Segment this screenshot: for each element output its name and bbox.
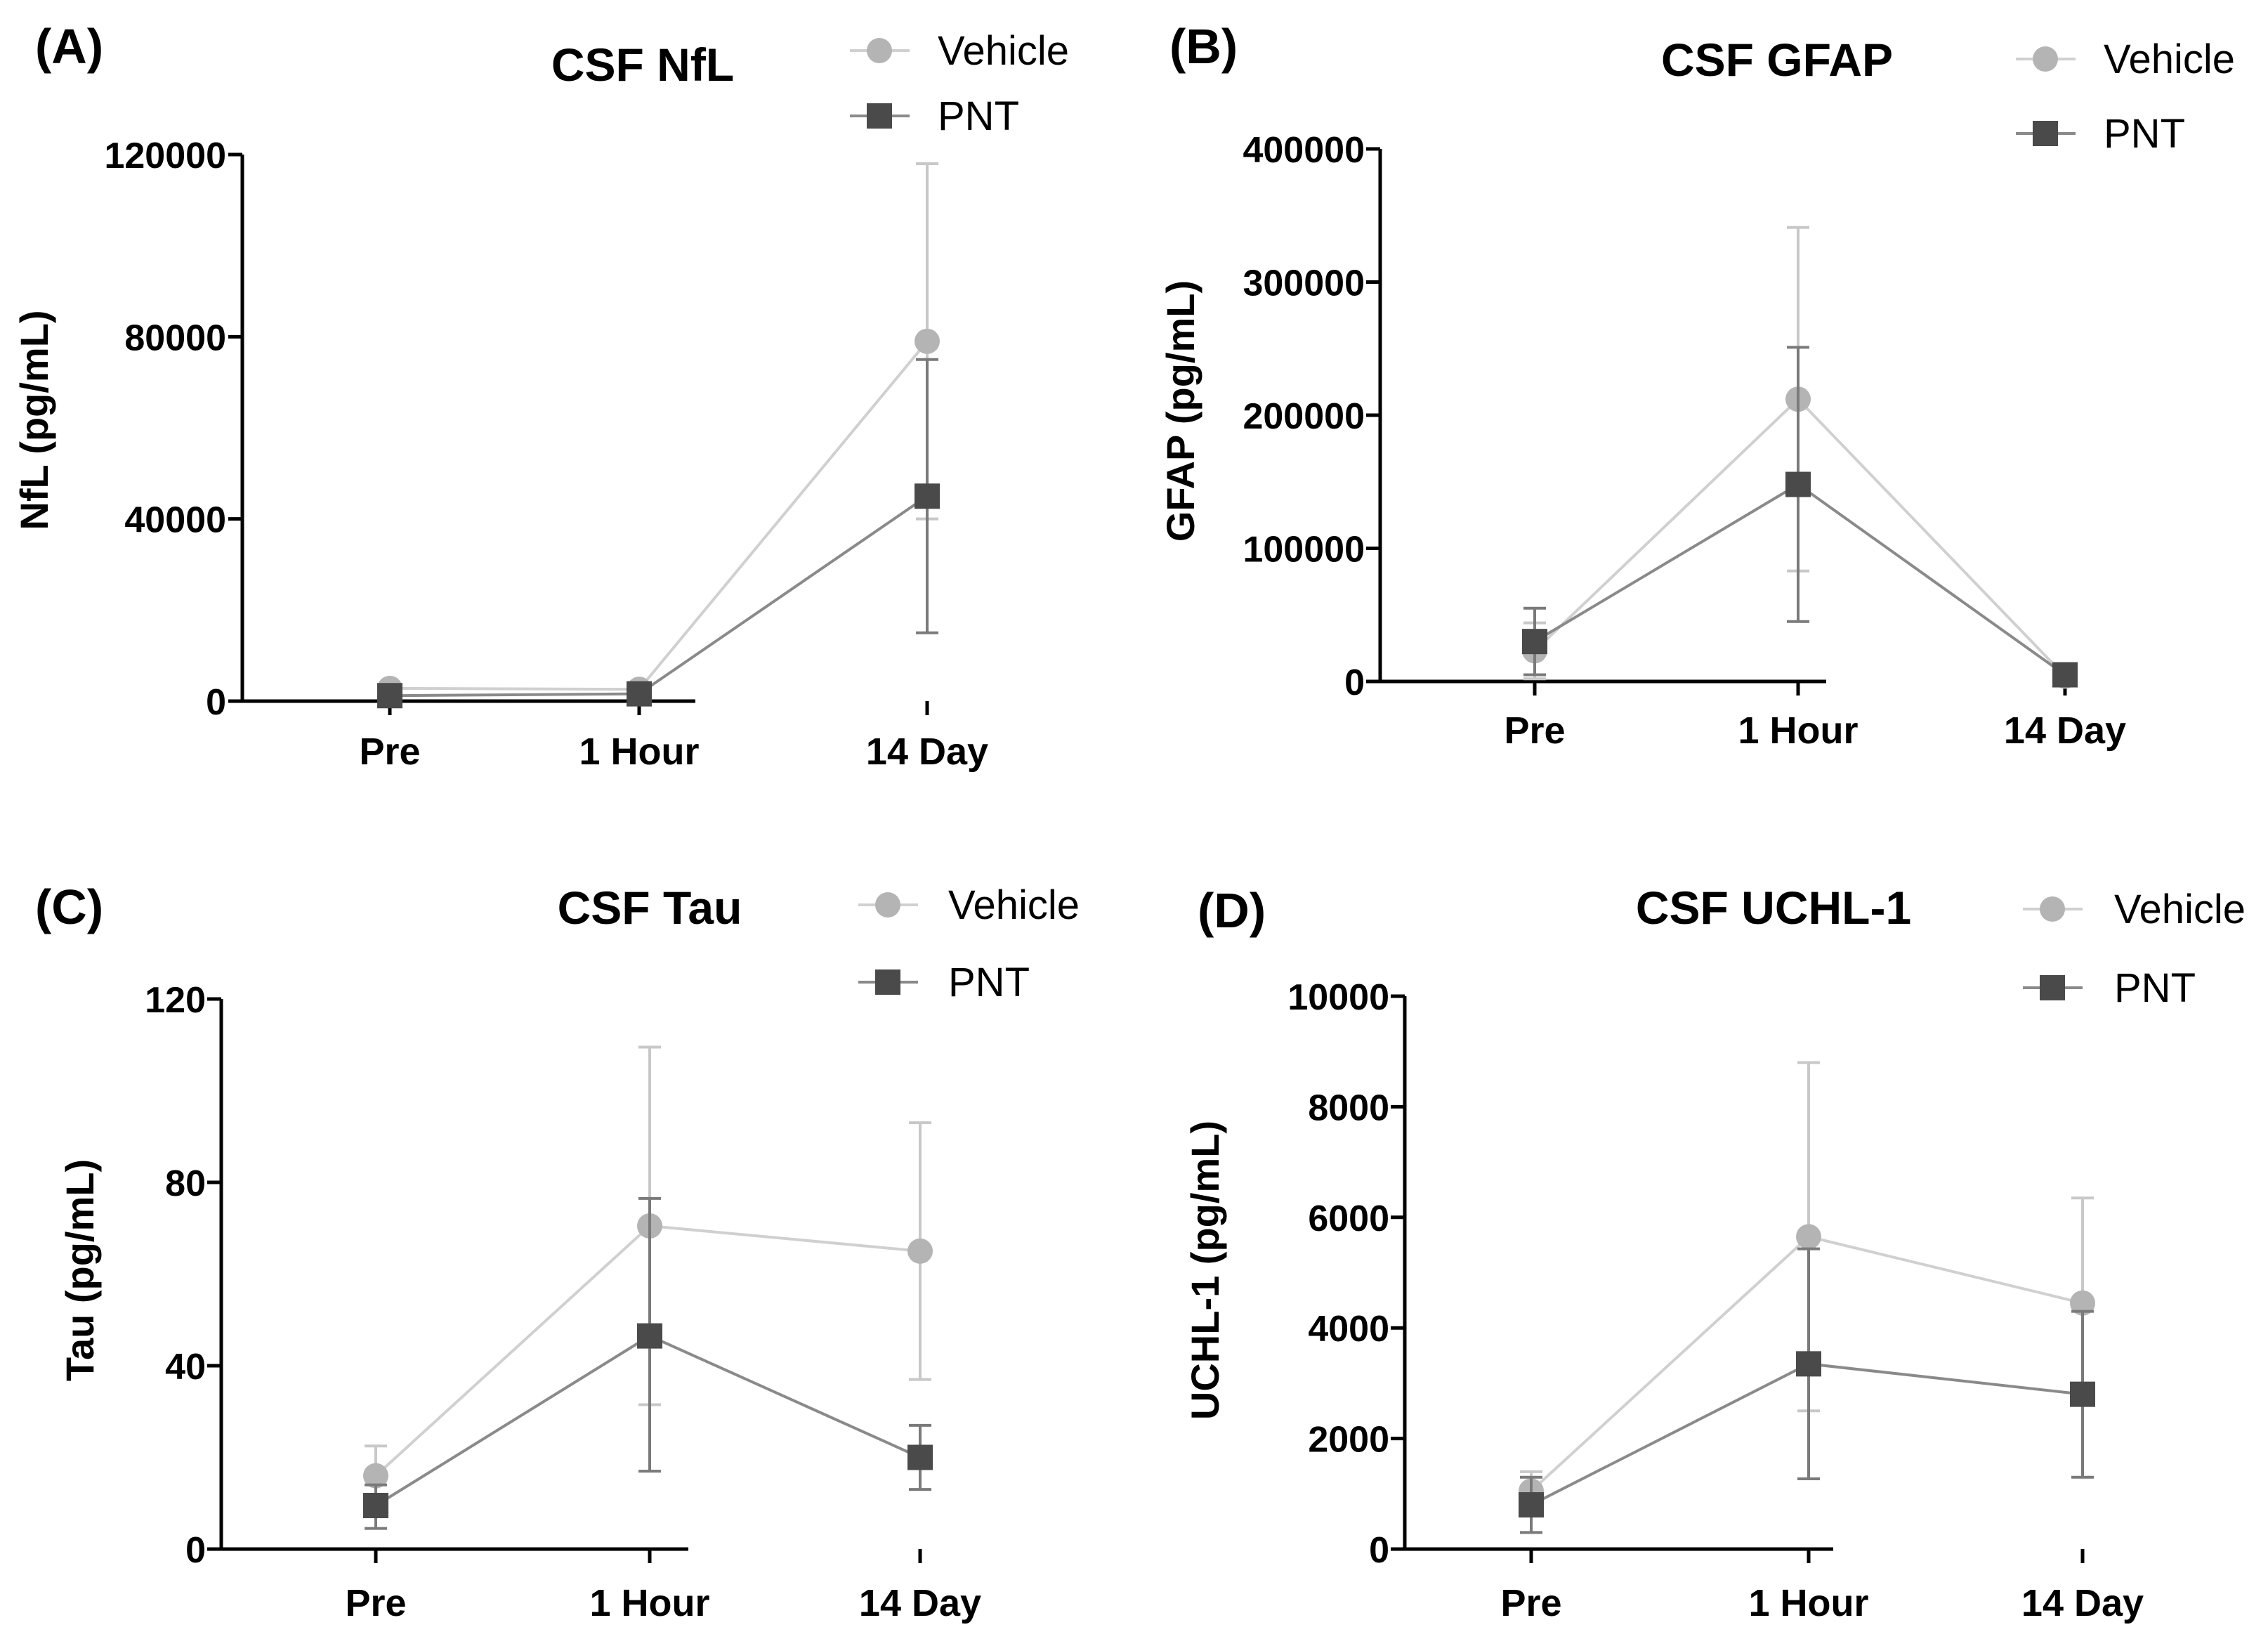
y-axis-label: Tau (pg/mL) <box>58 1159 102 1381</box>
y-tick-label: 2000 <box>1308 1420 1389 1461</box>
y-tick-label: 6000 <box>1308 1199 1389 1239</box>
data-point-pnt <box>627 681 652 707</box>
legend-label-vehicle: Vehicle <box>948 882 1080 928</box>
y-tick-label: 0 <box>185 1530 206 1571</box>
legend-marker-vehicle <box>875 892 900 918</box>
data-point-pnt <box>1522 629 1547 655</box>
x-tick-label: Pre <box>359 731 420 773</box>
x-tick-label: 14 Day <box>2021 1582 2144 1624</box>
legend-label-pnt: PNT <box>948 960 1030 1005</box>
panel-a: (A) CSF NfL NfL (pg/mL) Vehicle PNT 0 400… <box>12 19 1069 773</box>
series-line-vehicle <box>1533 397 2066 677</box>
x-tick-label: Pre <box>345 1582 406 1624</box>
panel-label: (D) <box>1198 883 1266 938</box>
panel-c: (C) CSF Tau Tau (pg/mL) Vehicle PNT 0 40 8… <box>35 880 1080 1624</box>
x-tick-label: 1 Hour <box>1748 1582 1868 1624</box>
data-point-pnt <box>363 1493 388 1519</box>
y-tick-label: 300000 <box>1243 263 1365 304</box>
y-tick-label: 8000 <box>1308 1088 1389 1128</box>
data-point-pnt <box>1785 471 1811 497</box>
data-point-pnt <box>915 483 940 509</box>
x-tick-label: 1 Hour <box>1738 710 1858 752</box>
legend-marker-pnt <box>875 969 900 995</box>
y-tick-label: 0 <box>206 682 226 723</box>
legend-marker-vehicle <box>867 38 892 63</box>
legend-label-vehicle: Vehicle <box>938 28 1069 74</box>
y-tick-label: 4000 <box>1308 1309 1389 1350</box>
legend-label-pnt: PNT <box>2104 111 2185 157</box>
series-line-vehicle <box>389 340 929 691</box>
y-tick-label: 120 <box>145 980 206 1021</box>
series-line-vehicle <box>374 1224 921 1477</box>
series-line-pnt <box>374 1334 921 1507</box>
legend-label-vehicle: Vehicle <box>2104 37 2235 82</box>
legend: Vehicle PNT <box>850 28 1069 139</box>
legend-marker-pnt <box>2040 975 2065 1000</box>
chart-title: CSF NfL <box>551 39 734 91</box>
legend-marker-pnt <box>2033 121 2058 146</box>
y-tick-label: 400000 <box>1243 130 1365 171</box>
y-axis-label: GFAP (pg/mL) <box>1158 280 1202 542</box>
chart-title: CSF UCHL-1 <box>1636 882 1911 934</box>
y-tick-label: 40 <box>165 1347 206 1387</box>
data-point-pnt <box>2070 1381 2095 1407</box>
legend: Vehicle PNT <box>2016 37 2235 157</box>
data-point-pnt <box>1796 1351 1821 1377</box>
y-tick-label: 80000 <box>124 318 226 358</box>
x-tick-label: Pre <box>1500 1582 1561 1624</box>
legend-label-pnt: PNT <box>938 93 1019 139</box>
panel-label: (B) <box>1169 19 1238 74</box>
legend-label-vehicle: Vehicle <box>2114 887 2246 932</box>
y-tick-label: 80 <box>165 1163 206 1204</box>
legend: Vehicle PNT <box>2023 887 2246 1011</box>
y-tick-label: 10000 <box>1287 977 1389 1018</box>
legend-marker-pnt <box>867 103 892 129</box>
legend: Vehicle PNT <box>858 882 1080 1005</box>
x-tick-label: Pre <box>1504 710 1565 752</box>
x-tick-label: 14 Day <box>866 731 988 773</box>
data-point-pnt <box>2052 662 2078 688</box>
panel-label: (C) <box>35 880 103 934</box>
x-tick-label: 1 Hour <box>579 731 699 773</box>
data-point-pnt <box>907 1444 933 1470</box>
legend-label-pnt: PNT <box>2114 965 2196 1011</box>
series-line-pnt <box>1533 483 2066 677</box>
x-tick-label: 14 Day <box>2004 710 2126 752</box>
y-tick-label: 100000 <box>1243 530 1365 570</box>
y-tick-label: 0 <box>1369 1530 1389 1571</box>
y-tick-label: 0 <box>1344 662 1365 703</box>
data-point-vehicle <box>363 1463 388 1489</box>
data-point-vehicle <box>1796 1224 1821 1250</box>
data-point-vehicle <box>915 328 940 354</box>
y-axis-label: NfL (pg/mL) <box>12 310 56 530</box>
chart-title: CSF Tau <box>558 882 742 934</box>
y-tick-label: 40000 <box>124 500 226 541</box>
panel-d: (D) CSF UCHL-1 UCHL-1 (pg/mL) Vehicle PN… <box>1183 882 2246 1624</box>
data-point-pnt <box>1519 1492 1544 1518</box>
data-point-vehicle <box>907 1238 933 1264</box>
y-axis-label: UCHL-1 (pg/mL) <box>1183 1121 1227 1420</box>
series-line-pnt <box>1530 1362 2083 1506</box>
x-tick-label: 14 Day <box>859 1582 981 1624</box>
panel-label: (A) <box>35 19 103 74</box>
data-point-pnt <box>377 683 402 709</box>
chart-title: CSF GFAP <box>1661 34 1893 86</box>
y-tick-label: 200000 <box>1243 396 1365 437</box>
data-point-pnt <box>637 1323 662 1349</box>
y-tick-label: 120000 <box>104 136 226 176</box>
panel-b: (B) CSF GFAP GFAP (pg/mL) Vehicle PNT 0 1… <box>1158 19 2235 752</box>
legend-marker-vehicle <box>2040 896 2065 922</box>
legend-marker-vehicle <box>2033 46 2058 72</box>
x-tick-label: 1 Hour <box>589 1582 709 1624</box>
data-point-vehicle <box>2070 1290 2095 1316</box>
